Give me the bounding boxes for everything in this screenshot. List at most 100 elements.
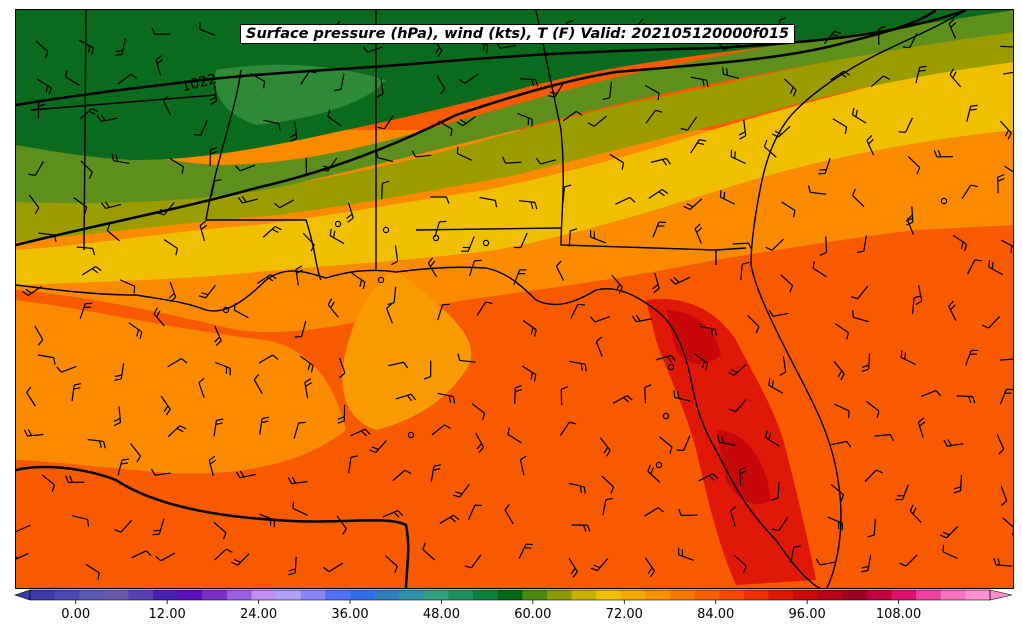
colorbar-tick-label: 96.00: [788, 607, 826, 622]
wind-barb: [915, 65, 927, 83]
wind-barb: [644, 84, 660, 101]
wind-barb: [362, 46, 383, 53]
wind-barb: [26, 386, 36, 407]
wind-barb: [504, 504, 514, 525]
wind-barb: [867, 519, 877, 538]
wind-barb: [155, 55, 164, 76]
wind-barb: [899, 554, 918, 567]
wind-barb: [507, 427, 522, 444]
wind-barb: [768, 378, 783, 394]
isobars: [16, 10, 967, 588]
wind-barb: [34, 325, 44, 346]
wind-barb: [323, 562, 343, 573]
wind-barb: [659, 436, 673, 454]
wind-barb: [562, 110, 583, 122]
wind-barb: [386, 303, 393, 324]
wind-barb: [162, 95, 172, 116]
wind-barb: [834, 403, 850, 418]
colorbar-tick-label: 72.00: [605, 607, 643, 622]
wind-barb: [648, 188, 669, 199]
atlantic-coastline: [750, 10, 967, 588]
gulf-coastline: [16, 266, 822, 588]
state-border-6: [715, 247, 747, 251]
colorbar-swatch: [768, 590, 794, 600]
colorbar-swatch: [300, 590, 326, 600]
wind-barb: [861, 353, 871, 372]
wind-barb: [589, 315, 611, 323]
wind-barb: [155, 552, 176, 562]
map-panel: 1022 Surface pressure (hPa), wind (kts),…: [15, 9, 1014, 589]
wind-barb: [852, 188, 865, 208]
wind-barb: [765, 238, 784, 251]
wind-barb: [392, 469, 412, 482]
wind-barb: [437, 392, 456, 404]
wind-barb: [981, 316, 1001, 329]
wind-barb: [851, 107, 867, 124]
wind-barb: [233, 303, 249, 319]
wind-barb: [106, 223, 121, 242]
wind-barb: [771, 482, 780, 501]
wind-barb: [259, 416, 269, 435]
wind-barb: [852, 310, 869, 323]
wind-barb: [513, 269, 527, 286]
wind-barb: [422, 542, 436, 561]
wind-barb: [1002, 517, 1013, 536]
wind-barb: [907, 156, 921, 175]
wind-barb: [948, 18, 957, 39]
wind-barb: [467, 504, 482, 520]
colorbar-swatch: [866, 590, 893, 600]
isobar-1022: [16, 10, 967, 107]
colorbar-swatch: [817, 590, 843, 600]
wind-barb: [79, 107, 99, 120]
wind-barb: [71, 382, 82, 402]
wind-barb: [382, 510, 404, 518]
wind-barb: [130, 443, 142, 463]
colorbar-swatch: [596, 590, 622, 600]
calm-wind-circle: [407, 431, 415, 439]
wind-barb: [827, 516, 844, 531]
orange-lobe: [342, 270, 472, 430]
wind-barb: [259, 513, 275, 527]
wind-barb: [834, 323, 849, 340]
wind-barb: [599, 437, 611, 457]
wind-barb: [258, 354, 279, 364]
wind-barb: [521, 365, 537, 382]
wind-barb: [818, 158, 831, 175]
wind-barb: [933, 150, 953, 158]
wind-barb: [807, 185, 827, 195]
wind-barb: [475, 432, 485, 453]
orange-band-west-gulf: [16, 300, 346, 474]
calm-wind-circle: [432, 234, 440, 242]
wind-barb: [966, 104, 978, 122]
wind-barb: [740, 261, 750, 281]
wind-barb: [348, 455, 358, 474]
wind-barb: [87, 438, 106, 449]
calm-wind-circle: [662, 412, 670, 420]
wind-barb: [996, 434, 1005, 455]
colorbar-tick-label: 48.00: [422, 607, 461, 622]
wind-barb: [79, 302, 93, 319]
colorbar-swatch: [891, 590, 917, 600]
colorbar-swatch: [202, 590, 228, 600]
wind-barb: [999, 120, 1012, 140]
wind-barb: [235, 164, 256, 172]
wind-barb: [304, 378, 312, 399]
wind-barb: [237, 195, 258, 204]
wind-barb: [644, 384, 652, 404]
deep-red-patch: [666, 310, 721, 365]
wind-barb: [351, 272, 366, 290]
wind-barb: [612, 395, 633, 404]
colorbar-swatch: [103, 590, 129, 600]
wind-barb: [830, 70, 850, 81]
wind-barb: [812, 261, 827, 278]
wind-barb: [119, 279, 136, 294]
wind-barb: [28, 161, 44, 176]
wind-barb: [193, 120, 208, 136]
wind-barb: [948, 300, 957, 321]
wind-barb: [468, 259, 482, 277]
wind-barb: [456, 116, 477, 127]
wind-barb: [78, 39, 94, 55]
wind-barb: [519, 200, 538, 210]
wind-barb: [519, 455, 527, 476]
wind-barb: [198, 377, 205, 398]
